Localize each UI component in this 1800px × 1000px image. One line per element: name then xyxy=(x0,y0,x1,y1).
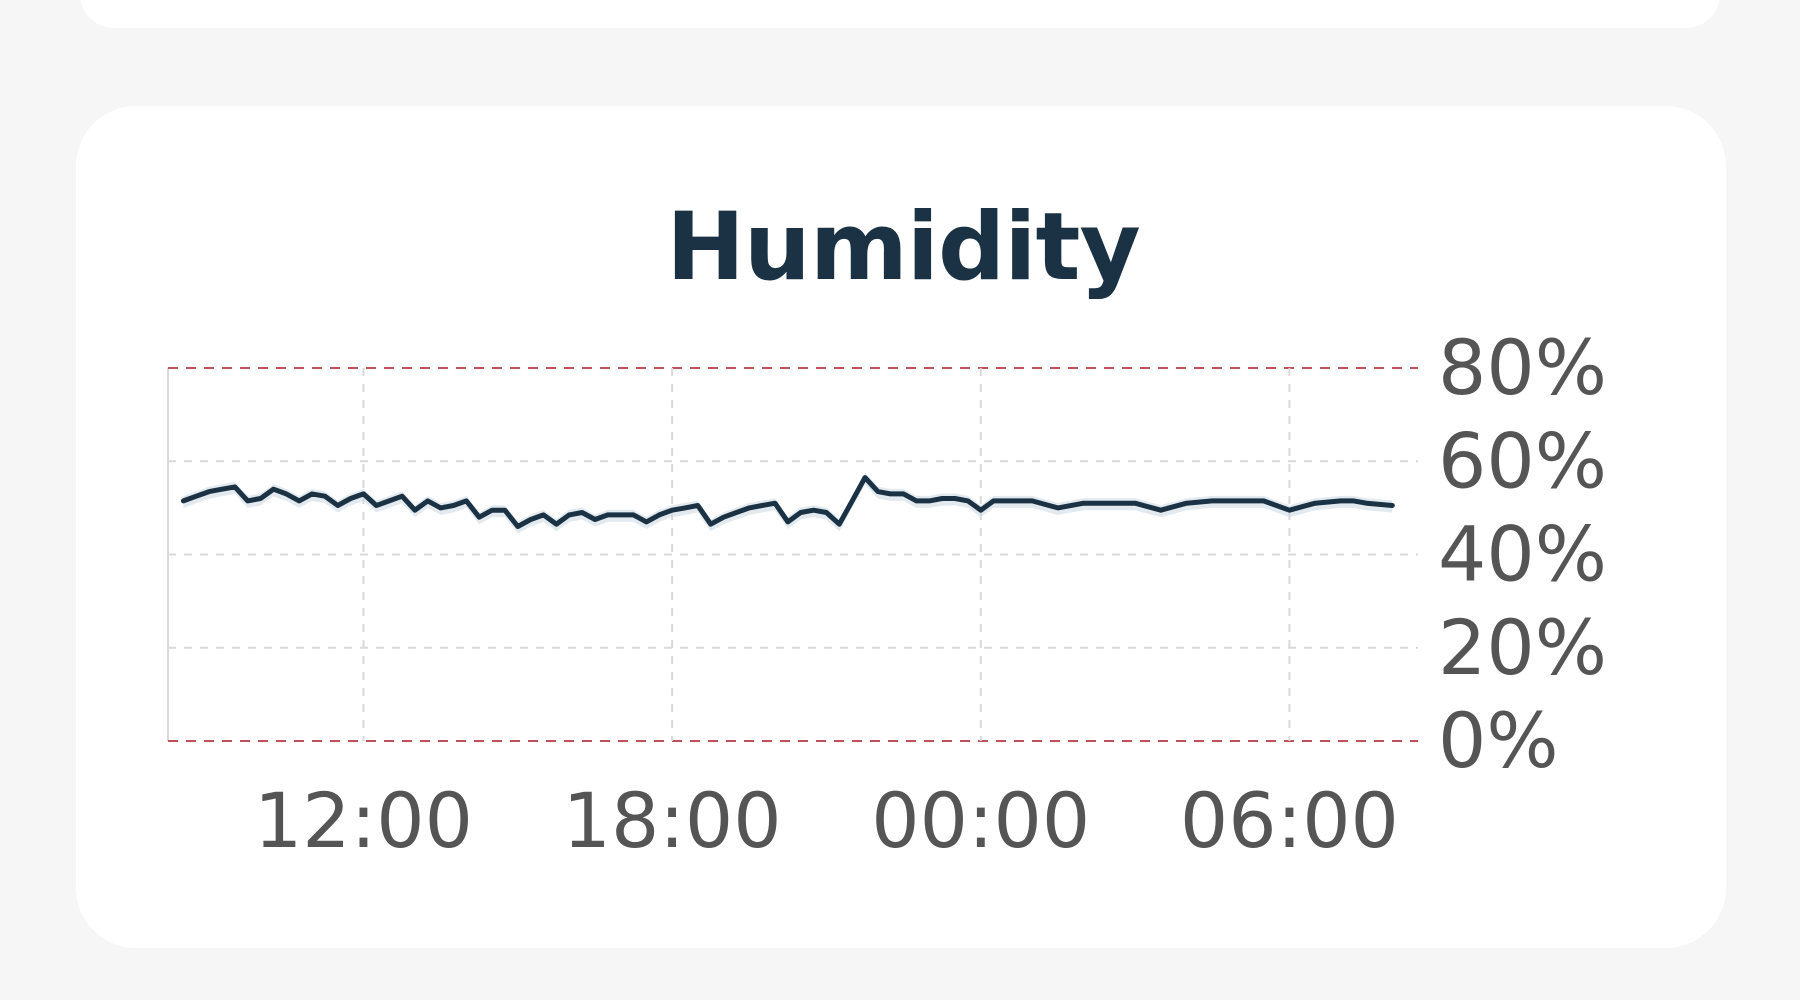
previous-card xyxy=(80,0,1720,28)
x-tick-label: 00:00 xyxy=(871,776,1090,865)
y-tick-label: 40% xyxy=(1438,510,1607,599)
y-tick-label: 0% xyxy=(1438,696,1559,785)
range-band xyxy=(183,472,1393,534)
y-tick-label: 20% xyxy=(1438,603,1607,692)
x-tick-label: 18:00 xyxy=(563,776,782,865)
y-tick-label: 60% xyxy=(1438,416,1607,505)
series-range-band xyxy=(183,472,1393,534)
x-tick-labels: 12:00 18:00 00:00 06:00 xyxy=(254,776,1399,865)
humidity-series-line xyxy=(180,475,1395,529)
x-tick-label: 06:00 xyxy=(1180,776,1399,865)
humidity-card xyxy=(76,106,1726,948)
y-tick-label: 80% xyxy=(1438,323,1607,412)
chart-title: Humidity xyxy=(666,193,1140,302)
x-tick-label: 12:00 xyxy=(254,776,473,865)
grid xyxy=(167,367,1418,742)
series-line xyxy=(180,475,1395,529)
y-tick-labels: 80%60%40%20%0% xyxy=(1438,323,1607,785)
